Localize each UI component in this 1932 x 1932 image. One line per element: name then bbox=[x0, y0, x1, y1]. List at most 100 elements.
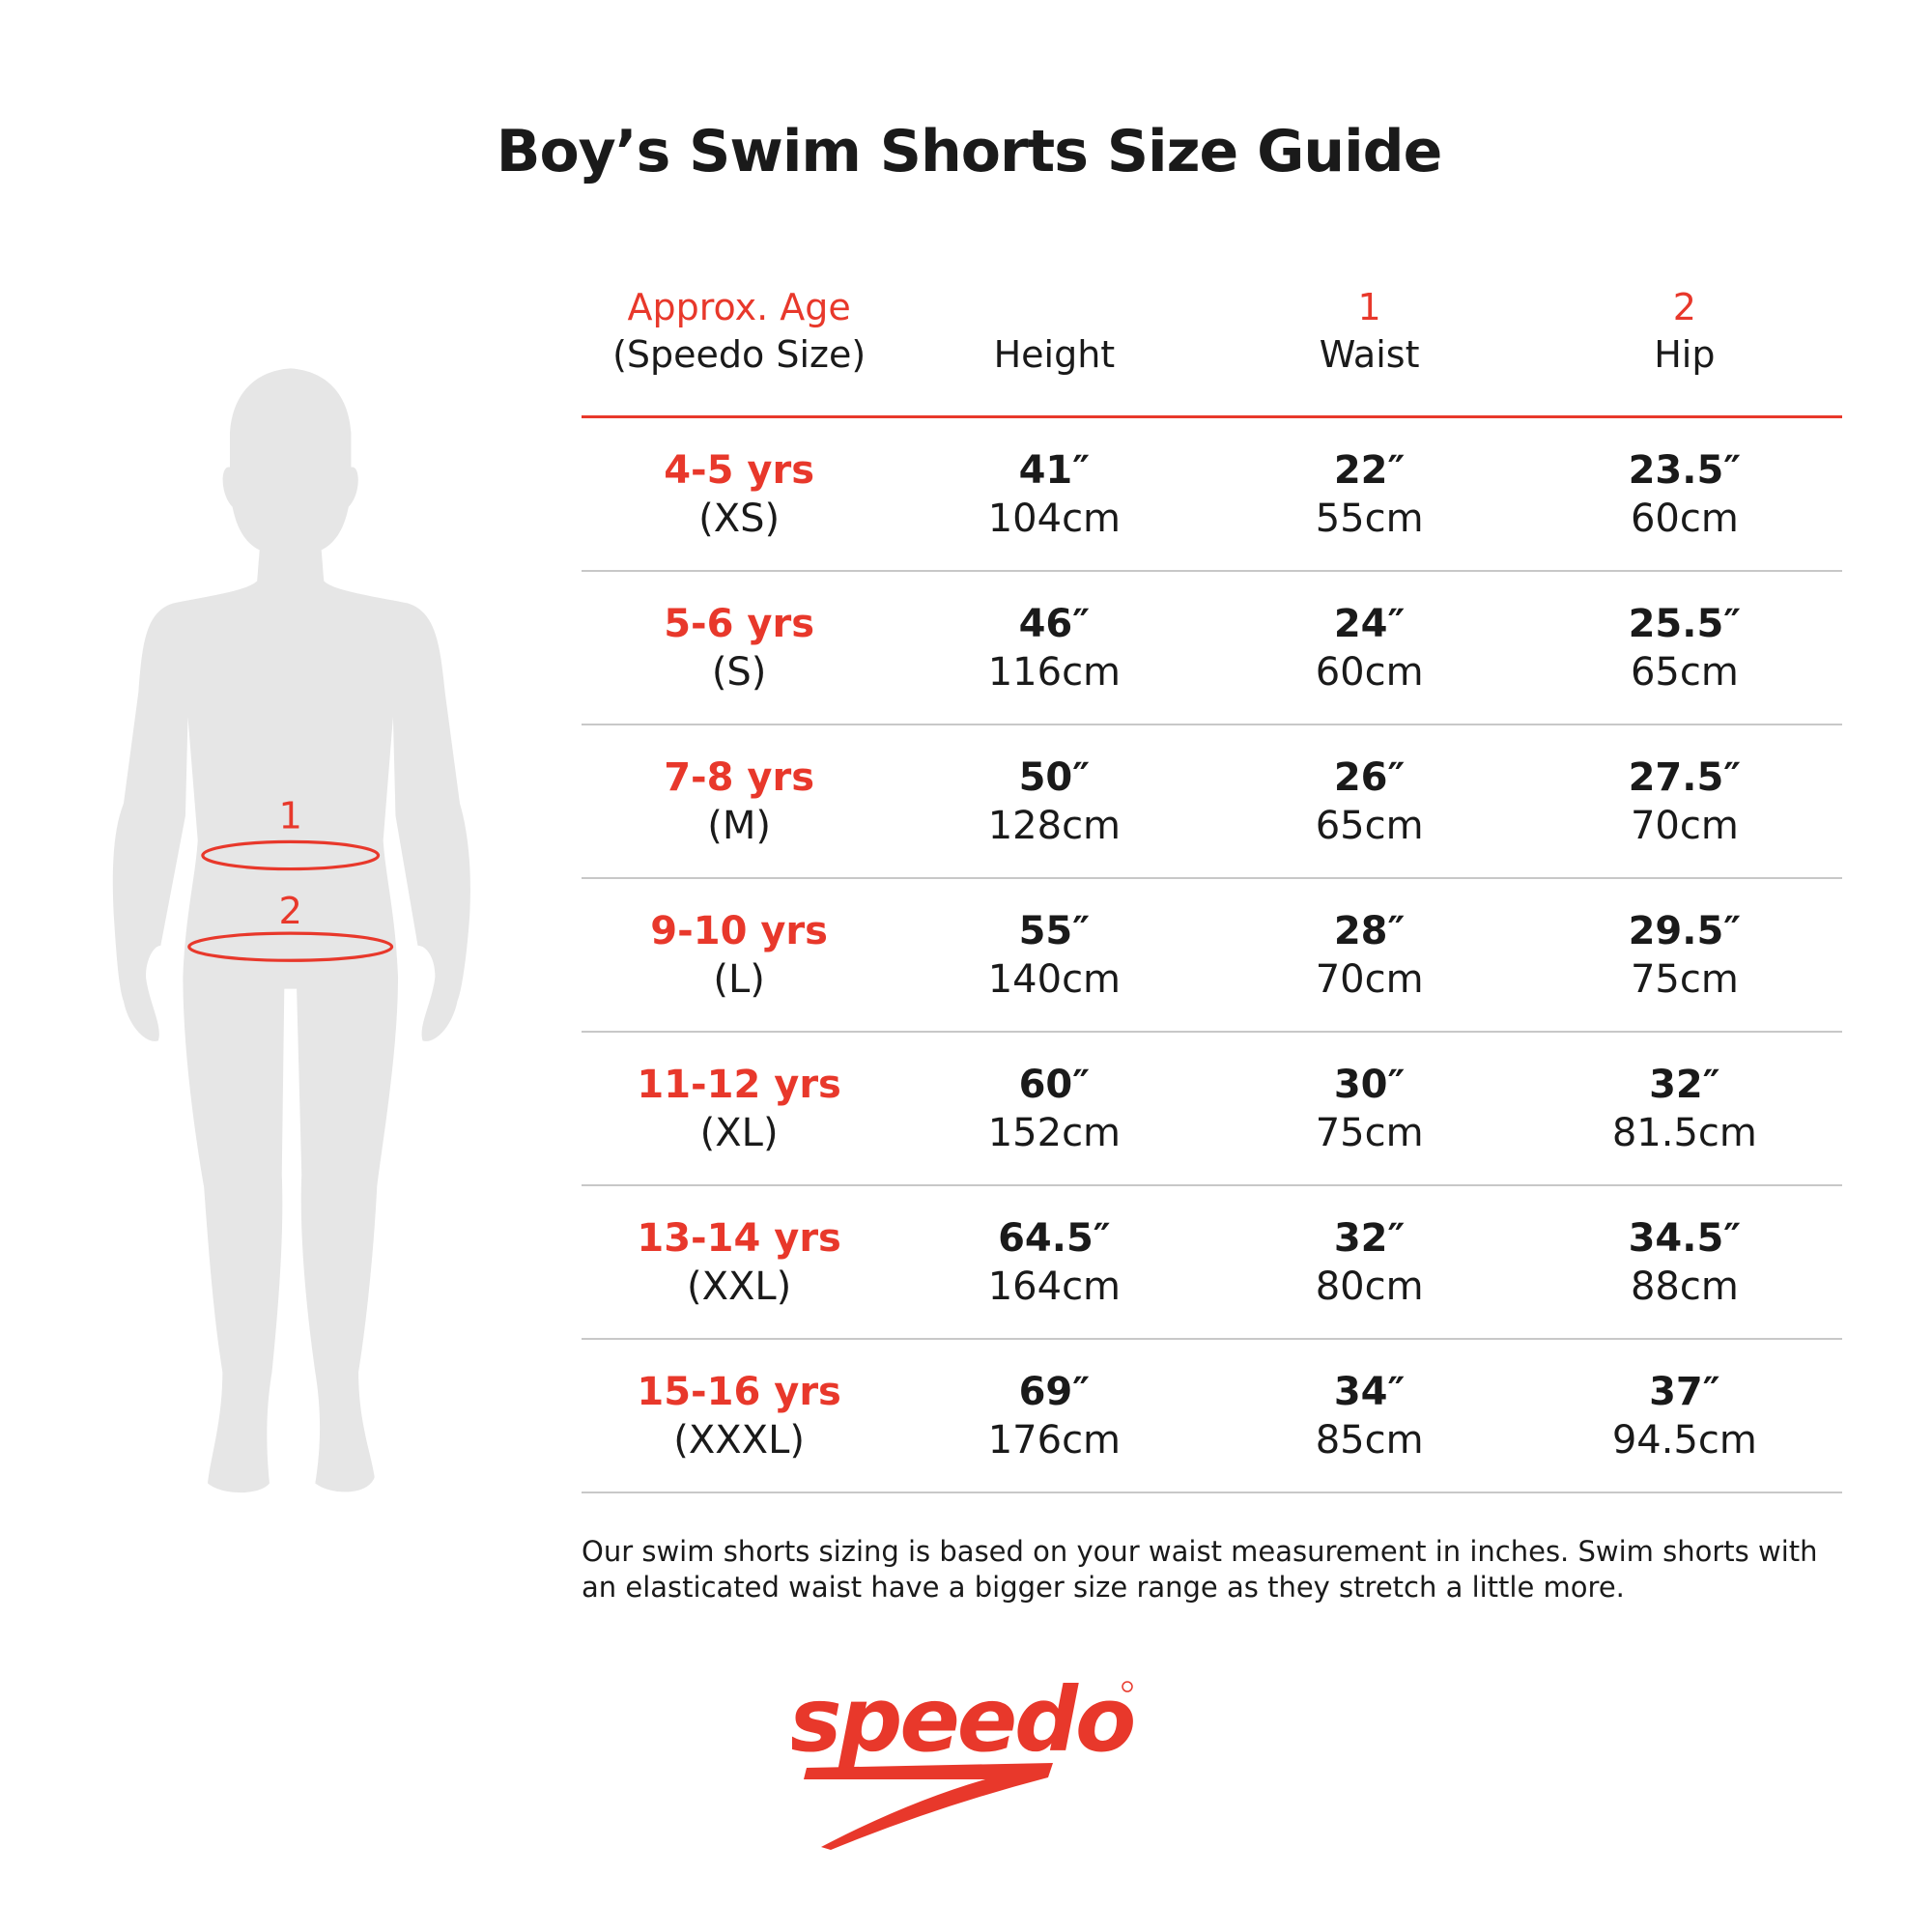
age-value: 9-10 yrs bbox=[650, 908, 828, 953]
hip-cm-value: 60cm bbox=[1630, 496, 1739, 541]
size-value: (S) bbox=[711, 649, 767, 695]
cell-waist: 30″ 75cm bbox=[1212, 1061, 1527, 1157]
table-row: 11-12 yrs (XL) 60″ 152cm 30″ 75cm 32″ 81.5cm bbox=[582, 1033, 1842, 1186]
registered-mark-icon bbox=[1122, 1681, 1133, 1692]
size-value: (M) bbox=[707, 803, 771, 848]
hip-in-value: 32″ bbox=[1649, 1062, 1720, 1107]
child-silhouette bbox=[112, 368, 470, 1493]
hip-in-value: 23.5″ bbox=[1628, 447, 1742, 493]
cell-height: 46″ 116cm bbox=[896, 600, 1211, 696]
size-value: (XXL) bbox=[686, 1264, 792, 1309]
header-hip-bottom: Hip bbox=[1654, 333, 1716, 376]
cell-age: 15-16 yrs (XXXL) bbox=[582, 1368, 896, 1464]
height-in-value: 55″ bbox=[1018, 908, 1091, 953]
header-hip: 2 Hip bbox=[1527, 280, 1842, 415]
cell-waist: 22″ 55cm bbox=[1212, 446, 1527, 543]
cell-age: 5-6 yrs (S) bbox=[582, 600, 896, 696]
waist-cm-value: 55cm bbox=[1315, 496, 1424, 541]
cell-waist: 24″ 60cm bbox=[1212, 600, 1527, 696]
hip-cm-value: 94.5cm bbox=[1611, 1417, 1757, 1463]
height-cm-value: 104cm bbox=[987, 496, 1122, 541]
cell-waist: 34″ 85cm bbox=[1212, 1368, 1527, 1464]
waist-in-value: 26″ bbox=[1333, 754, 1406, 800]
table-row: 9-10 yrs (L) 55″ 140cm 28″ 70cm 29.5″ 75cm bbox=[582, 879, 1842, 1033]
size-value: (XXXL) bbox=[673, 1417, 805, 1463]
waist-in-value: 34″ bbox=[1333, 1369, 1406, 1414]
waist-in-value: 28″ bbox=[1333, 908, 1406, 953]
waist-cm-value: 75cm bbox=[1315, 1110, 1424, 1155]
cell-height: 41″ 104cm bbox=[896, 446, 1211, 543]
table-row: 15-16 yrs (XXXL) 69″ 176cm 34″ 85cm 37″ 94.5cm bbox=[582, 1340, 1842, 1493]
hip-in-value: 25.5″ bbox=[1628, 601, 1742, 646]
header-waist-bottom: Waist bbox=[1319, 333, 1420, 376]
cell-hip: 34.5″ 88cm bbox=[1527, 1214, 1842, 1311]
cell-hip: 25.5″ 65cm bbox=[1527, 600, 1842, 696]
table-header: Approx. Age (Speedo Size) Height 1 Waist… bbox=[582, 280, 1842, 418]
size-value: (XS) bbox=[698, 496, 781, 541]
cell-height: 50″ 128cm bbox=[896, 753, 1211, 850]
height-cm-value: 152cm bbox=[987, 1110, 1122, 1155]
table-row: 7-8 yrs (M) 50″ 128cm 26″ 65cm 27.5″ 70cm bbox=[582, 725, 1842, 879]
hip-cm-value: 81.5cm bbox=[1611, 1110, 1757, 1155]
height-in-value: 60″ bbox=[1018, 1062, 1091, 1107]
waist-cm-value: 85cm bbox=[1315, 1417, 1424, 1463]
hip-in-value: 37″ bbox=[1649, 1369, 1720, 1414]
cell-hip: 37″ 94.5cm bbox=[1527, 1368, 1842, 1464]
header-height: Height bbox=[896, 280, 1211, 415]
size-value: (XL) bbox=[699, 1110, 779, 1155]
height-cm-value: 116cm bbox=[987, 649, 1122, 695]
height-in-value: 46″ bbox=[1018, 601, 1091, 646]
boomerang-icon bbox=[804, 1763, 1053, 1850]
logo-wordmark: speedo bbox=[792, 1671, 1133, 1772]
cell-age: 11-12 yrs (XL) bbox=[582, 1061, 896, 1157]
cell-hip: 32″ 81.5cm bbox=[1527, 1061, 1842, 1157]
header-waist: 1 Waist bbox=[1212, 280, 1527, 415]
hip-cm-value: 88cm bbox=[1630, 1264, 1739, 1309]
height-in-value: 69″ bbox=[1018, 1369, 1091, 1414]
speedo-logo: speedo bbox=[792, 1671, 1136, 1850]
waist-cm-value: 70cm bbox=[1315, 956, 1424, 1002]
table-row: 13-14 yrs (XXL) 64.5″ 164cm 32″ 80cm 34.5″ 88cm bbox=[582, 1186, 1842, 1340]
size-table: Approx. Age (Speedo Size) Height 1 Waist… bbox=[582, 280, 1842, 1493]
waist-in-value: 22″ bbox=[1333, 447, 1406, 493]
hip-in-value: 29.5″ bbox=[1628, 908, 1742, 953]
waist-cm-value: 60cm bbox=[1315, 649, 1424, 695]
height-in-value: 64.5″ bbox=[998, 1215, 1111, 1261]
hip-cm-value: 75cm bbox=[1630, 956, 1739, 1002]
cell-waist: 28″ 70cm bbox=[1212, 907, 1527, 1004]
cell-age: 9-10 yrs (L) bbox=[582, 907, 896, 1004]
cell-waist: 26″ 65cm bbox=[1212, 753, 1527, 850]
hip-cm-value: 70cm bbox=[1630, 803, 1739, 848]
cell-height: 69″ 176cm bbox=[896, 1368, 1211, 1464]
age-value: 11-12 yrs bbox=[637, 1062, 841, 1107]
height-cm-value: 176cm bbox=[987, 1417, 1122, 1463]
header-height-bottom: Height bbox=[993, 333, 1116, 376]
hip-cm-value: 65cm bbox=[1630, 649, 1739, 695]
waist-in-value: 30″ bbox=[1333, 1062, 1406, 1107]
waist-cm-value: 80cm bbox=[1315, 1264, 1424, 1309]
waist-in-value: 32″ bbox=[1333, 1215, 1406, 1261]
height-cm-value: 128cm bbox=[987, 803, 1122, 848]
height-in-value: 50″ bbox=[1018, 754, 1091, 800]
waist-cm-value: 65cm bbox=[1315, 803, 1424, 848]
table-row: 5-6 yrs (S) 46″ 116cm 24″ 60cm 25.5″ 65cm bbox=[582, 572, 1842, 725]
age-value: 5-6 yrs bbox=[664, 601, 815, 646]
table-row: 4-5 yrs (XS) 41″ 104cm 22″ 55cm 23.5″ 60cm bbox=[582, 418, 1842, 572]
cell-age: 4-5 yrs (XS) bbox=[582, 446, 896, 543]
height-cm-value: 140cm bbox=[987, 956, 1122, 1002]
height-in-value: 41″ bbox=[1018, 447, 1091, 493]
header-height-top bbox=[896, 284, 1211, 331]
cell-height: 55″ 140cm bbox=[896, 907, 1211, 1004]
hip-in-value: 27.5″ bbox=[1628, 754, 1742, 800]
age-value: 7-8 yrs bbox=[664, 754, 815, 800]
hip-in-value: 34.5″ bbox=[1628, 1215, 1742, 1261]
size-value: (L) bbox=[713, 956, 765, 1002]
cell-hip: 29.5″ 75cm bbox=[1527, 907, 1842, 1004]
waist-in-value: 24″ bbox=[1333, 601, 1406, 646]
header-hip-top: 2 bbox=[1672, 286, 1696, 328]
cell-age: 7-8 yrs (M) bbox=[582, 753, 896, 850]
header-age-top: Approx. Age bbox=[627, 286, 851, 328]
hip-marker-label: 2 bbox=[278, 890, 301, 933]
sizing-note: Our swim shorts sizing is based on your … bbox=[582, 1535, 1818, 1604]
